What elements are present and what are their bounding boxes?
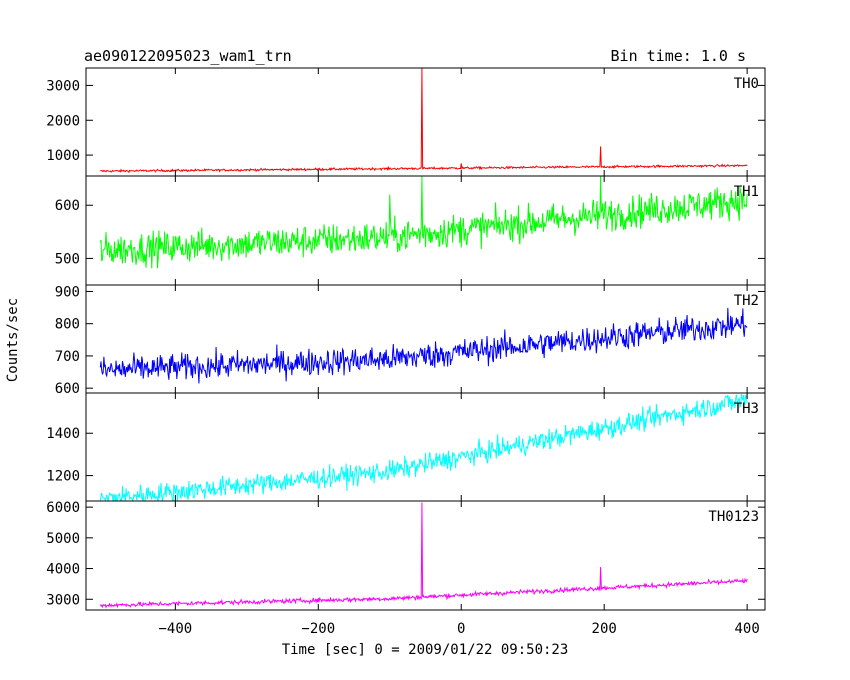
series-line-th2 (99, 307, 748, 384)
panel-th3: 1200 1400 TH3 (46, 392, 766, 502)
panel-th2: 600 700 800 900 TH2 (55, 284, 766, 397)
series-line-th0123 (99, 502, 748, 609)
plot-title: ae090122095023_wam1_trn (84, 47, 292, 65)
y-tick-label: 2000 (46, 113, 80, 129)
panel-label-th0: TH0 (734, 76, 759, 92)
x-axis-label: Time [sec] 0 = 2009/01/22 09:50:23 (282, 642, 569, 658)
y-tick-label: 700 (55, 349, 80, 365)
y-tick-label: 3000 (46, 78, 80, 94)
x-tick-label: −400 (158, 621, 192, 637)
y-tick-label: 600 (55, 198, 80, 214)
y-tick-label: 4000 (46, 562, 80, 578)
y-axis-label: Counts/sec (5, 298, 21, 382)
panel-label-th3: TH3 (734, 401, 759, 417)
bin-time-label: Bin time: 1.0 s (611, 47, 746, 65)
panel-frame (85, 392, 766, 502)
x-tick-label: 200 (592, 621, 617, 637)
x-tick-label: 0 (457, 621, 465, 637)
x-tick-label: 400 (734, 621, 759, 637)
panel-th1: 500 600 TH1 (55, 175, 766, 286)
y-tick-label: 800 (55, 317, 80, 333)
panels-group: 1000 2000 3000 TH0 500 600 TH1 600 700 800 900 TH2 1… (46, 67, 766, 611)
panel-frame (85, 175, 766, 286)
panel-label-th2: TH2 (734, 293, 759, 309)
panel-th0123: 3000 4000 5000 6000 TH0123 (46, 500, 766, 611)
y-tick-label: 3000 (46, 592, 80, 608)
y-tick-label: 5000 (46, 531, 80, 547)
x-tick-label: −200 (301, 621, 335, 637)
panel-label-th1: TH1 (734, 184, 759, 200)
y-tick-label: 1400 (46, 426, 80, 442)
y-tick-label: 1000 (46, 148, 80, 164)
panel-frame (85, 67, 766, 177)
panel-frame (85, 500, 766, 611)
y-tick-label: 600 (55, 381, 80, 397)
y-tick-label: 500 (55, 251, 80, 267)
panel-th0: 1000 2000 3000 TH0 (46, 67, 766, 177)
panel-label-th0123: TH0123 (708, 509, 759, 525)
x-axis: −400 −200 0 200 400 (158, 621, 759, 637)
y-tick-label: 6000 (46, 500, 80, 516)
series-line-th1 (99, 176, 748, 269)
series-line-th3 (99, 393, 748, 501)
series-line-th0 (100, 68, 748, 174)
y-tick-label: 1200 (46, 469, 80, 485)
y-tick-label: 900 (55, 284, 80, 300)
